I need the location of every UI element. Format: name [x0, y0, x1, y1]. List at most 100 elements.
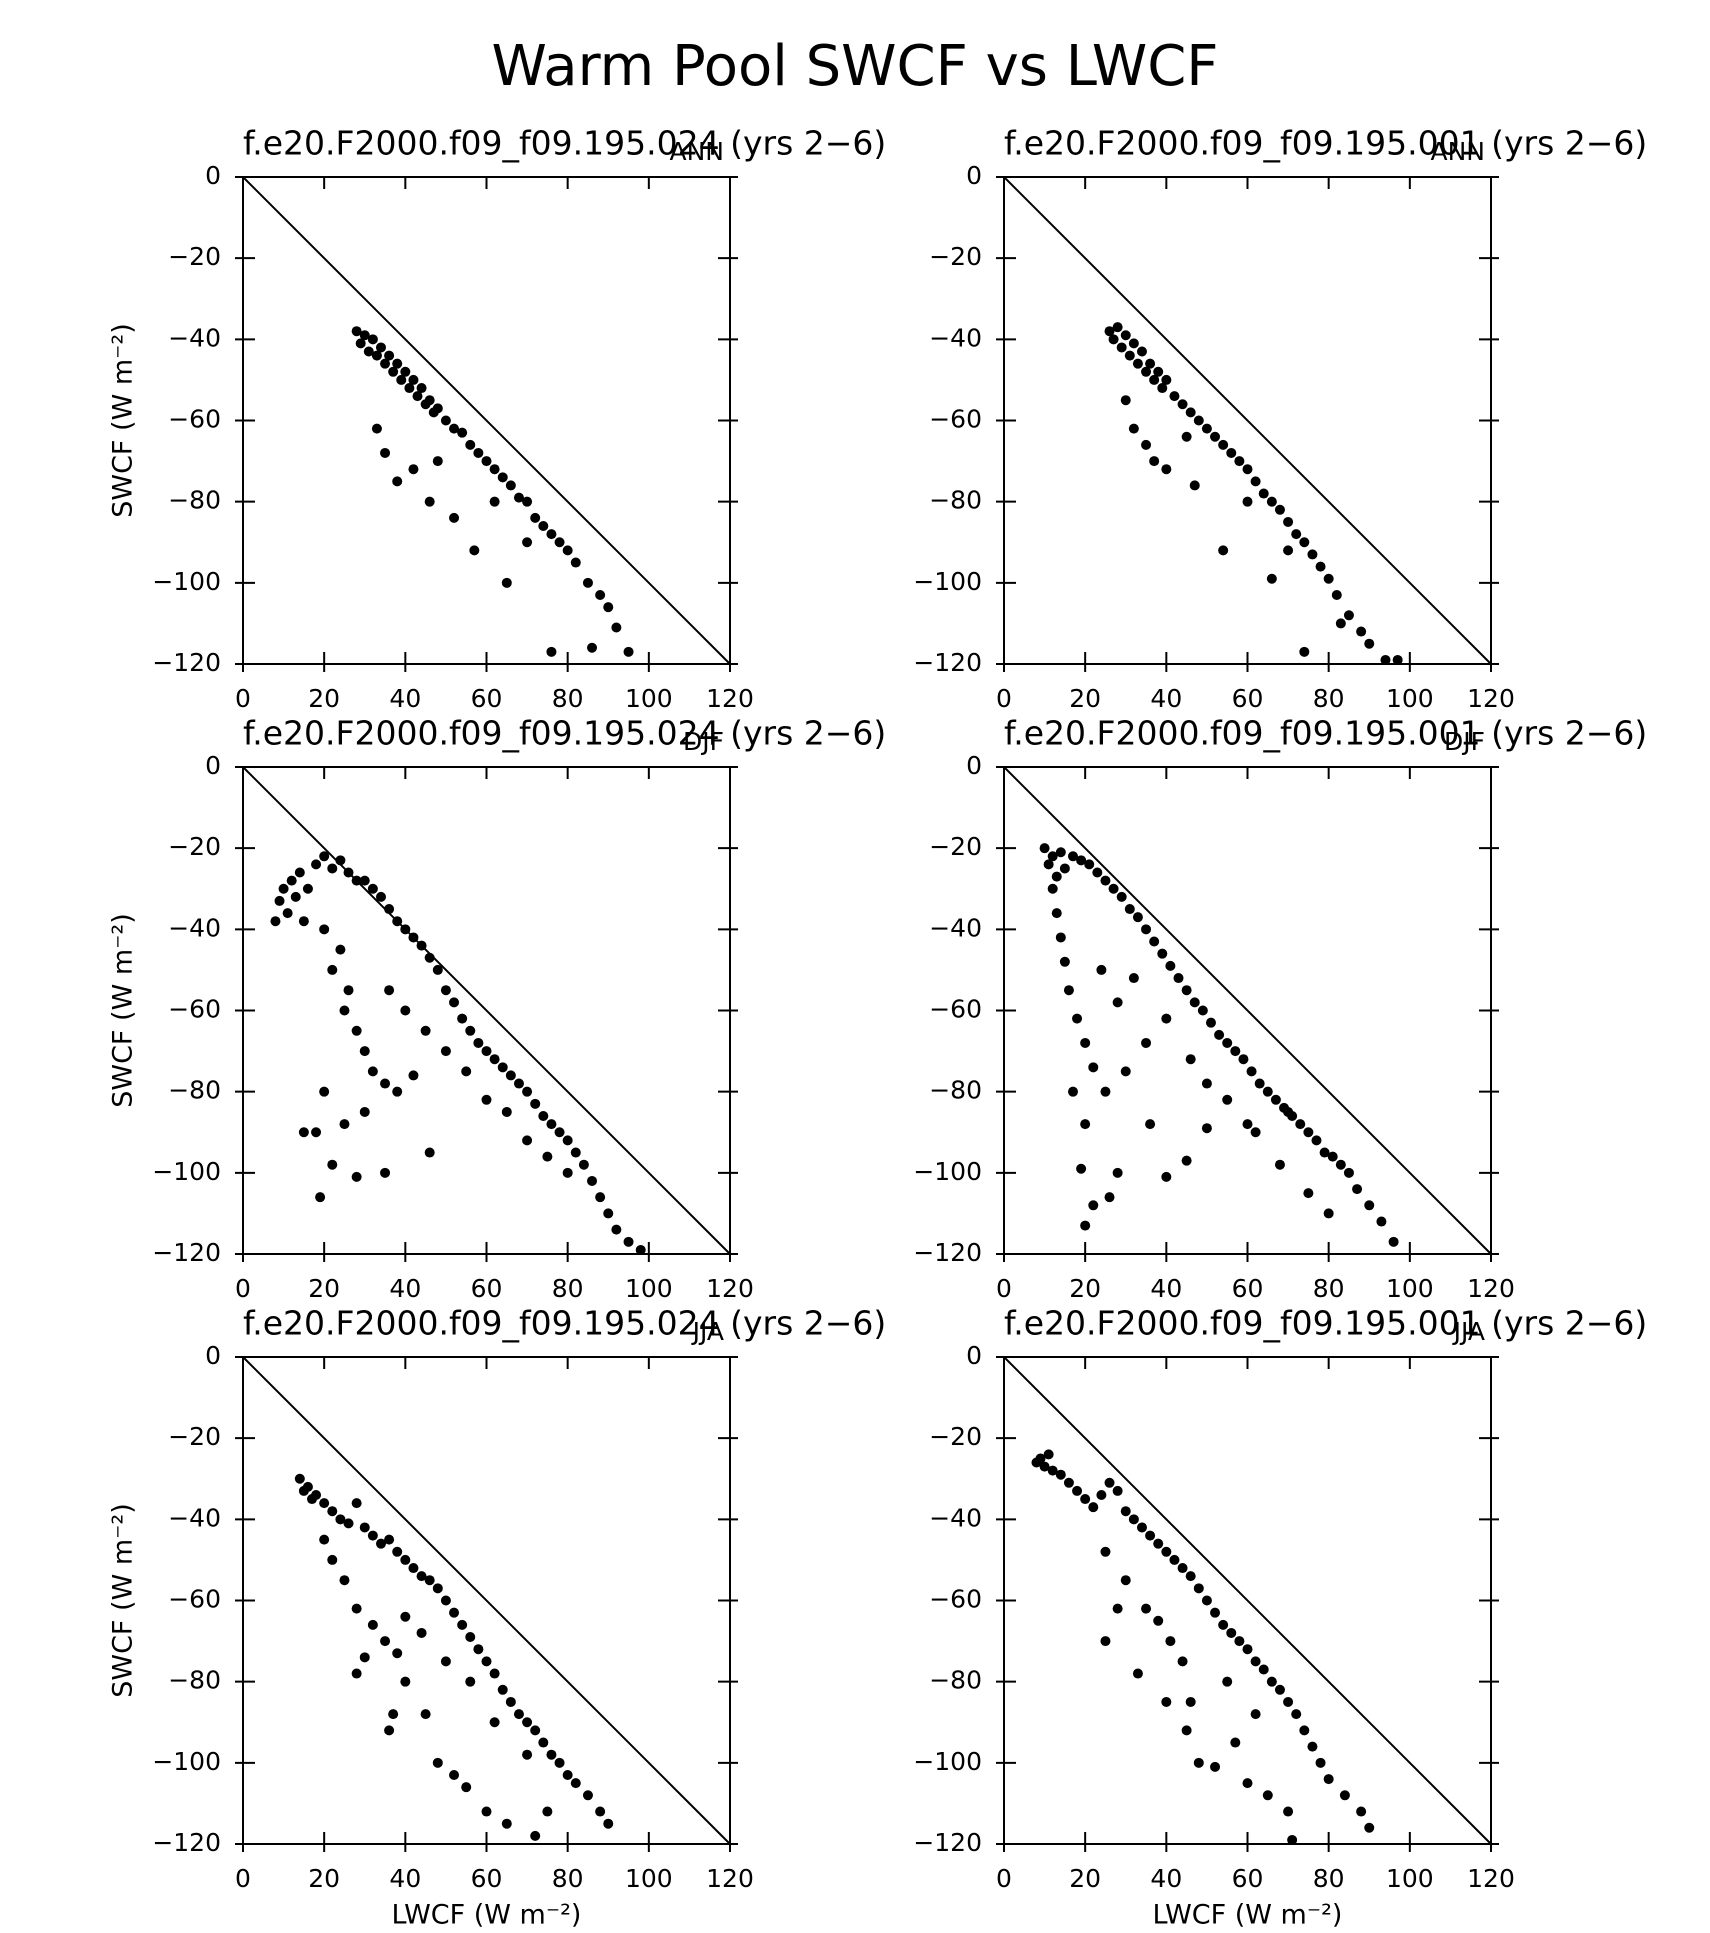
point	[501, 1106, 512, 1117]
point	[1250, 1127, 1261, 1138]
x-tick-label: 60	[471, 684, 503, 713]
point	[1124, 904, 1135, 915]
point	[1287, 1834, 1298, 1845]
point	[1205, 1017, 1216, 1028]
y-tick-label: −100	[152, 1157, 221, 1186]
point	[1051, 871, 1062, 882]
y-tick-label: 0	[966, 161, 982, 190]
point	[1165, 960, 1176, 971]
point	[339, 1005, 350, 1016]
point	[1136, 1522, 1147, 1533]
point	[505, 1696, 516, 1707]
point	[1100, 1636, 1111, 1647]
x-tick-label: 80	[552, 1864, 584, 1893]
point	[392, 358, 403, 369]
y-tick-label: −40	[168, 323, 221, 352]
point	[315, 1192, 326, 1203]
point	[1307, 1741, 1318, 1752]
x-tick-label: 100	[1386, 1274, 1434, 1303]
point	[497, 1684, 508, 1695]
panel-title: f.e20.F2000.f09_f09.195.001 (yrs 2−6)	[1004, 714, 1647, 753]
point	[1104, 1477, 1115, 1488]
point	[1185, 1696, 1196, 1707]
point	[489, 1668, 500, 1679]
point	[1132, 1668, 1143, 1679]
x-tick-label: 60	[1232, 684, 1264, 713]
point	[623, 1236, 634, 1247]
point	[562, 545, 573, 556]
point	[481, 1094, 492, 1105]
point	[457, 427, 468, 438]
point	[1120, 330, 1131, 341]
point	[1274, 504, 1285, 515]
point	[497, 472, 508, 483]
point	[424, 1147, 435, 1158]
point	[1047, 851, 1058, 862]
point	[327, 1159, 338, 1170]
point	[1238, 1054, 1249, 1065]
point	[380, 1636, 391, 1647]
point	[416, 383, 427, 394]
point	[457, 1619, 468, 1630]
point	[432, 964, 443, 975]
reference-line	[242, 766, 731, 1255]
point	[351, 875, 362, 886]
point	[408, 374, 419, 385]
point	[384, 1534, 395, 1545]
x-tick-label: 80	[552, 1274, 584, 1303]
point	[343, 1518, 354, 1529]
point	[1376, 1216, 1387, 1227]
point	[359, 875, 370, 886]
point	[1266, 573, 1277, 584]
point	[1072, 1485, 1083, 1496]
point	[294, 867, 305, 878]
x-tick-label: 80	[552, 684, 584, 713]
point	[1043, 859, 1054, 870]
point	[1153, 366, 1164, 377]
point	[1189, 997, 1200, 1008]
point	[327, 1554, 338, 1565]
point	[542, 1151, 553, 1162]
point	[1262, 1790, 1273, 1801]
point	[497, 1062, 508, 1073]
point	[359, 1652, 370, 1663]
point	[1161, 464, 1172, 475]
point	[286, 875, 297, 886]
point	[440, 1656, 451, 1667]
point	[1197, 1005, 1208, 1016]
point	[367, 1066, 378, 1077]
panel-title: f.e20.F2000.f09_f09.195.024 (yrs 2−6)	[243, 1304, 886, 1343]
point	[595, 1192, 606, 1203]
point	[595, 590, 606, 601]
point	[384, 904, 395, 915]
point	[1181, 1725, 1192, 1736]
point	[1141, 1037, 1152, 1048]
point	[481, 1656, 492, 1667]
point	[327, 1506, 338, 1517]
point	[1047, 1465, 1058, 1476]
point	[562, 1770, 573, 1781]
y-tick-label: −40	[929, 323, 982, 352]
point	[392, 1546, 403, 1557]
reference-line	[1003, 766, 1492, 1255]
y-tick-label: −20	[168, 832, 221, 861]
y-tick-label: −80	[929, 1666, 982, 1695]
x-tick-label: 120	[1467, 684, 1515, 713]
point	[501, 577, 512, 588]
panel: 0 20 40 60 80 100 120 0 −20 −40 −60 −80 −100 −120 f.e2…	[913, 1304, 1647, 1931]
y-tick-label: −60	[929, 405, 982, 434]
point	[1214, 1029, 1225, 1040]
point	[1177, 399, 1188, 410]
point	[432, 1757, 443, 1768]
point	[1084, 859, 1095, 870]
point	[327, 964, 338, 975]
panel: 0 20 40 60 80 100 120 0 −20 −40 −60 −80 −100 −120 f.e2…	[108, 1304, 887, 1931]
point	[400, 1676, 411, 1687]
point	[1141, 439, 1152, 450]
point	[1132, 912, 1143, 923]
y-tick-label: −20	[168, 1422, 221, 1451]
point	[1303, 1188, 1314, 1199]
point	[530, 1098, 541, 1109]
point	[408, 1070, 419, 1081]
point	[1201, 1595, 1212, 1606]
